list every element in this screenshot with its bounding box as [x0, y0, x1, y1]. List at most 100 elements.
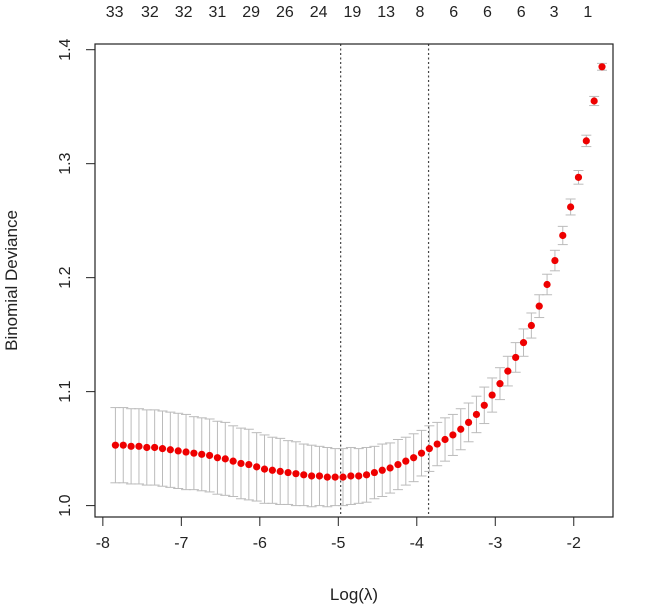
reference-lines: [340, 44, 430, 517]
data-point: [135, 442, 143, 450]
data-point: [276, 467, 284, 476]
x-axis: -8 -7 -6 -5 -4 -3 -2: [96, 517, 581, 552]
data-point: [433, 440, 441, 448]
x-tick-label: -5: [331, 535, 345, 552]
y-tick-label: 1.4: [57, 38, 74, 60]
data-point: [205, 451, 214, 460]
x-axis-label: Log(λ): [330, 585, 378, 604]
y-tick-label: 1.1: [57, 380, 74, 402]
top-count-label: 32: [141, 4, 159, 21]
x-tick-label: -3: [488, 535, 502, 552]
top-count-label: 19: [344, 4, 362, 21]
y-tick-label: 1.2: [57, 266, 74, 288]
top-count-label: 3: [550, 4, 559, 21]
data-point: [213, 454, 222, 462]
data-point: [464, 418, 473, 426]
data-point: [119, 441, 127, 449]
data-point: [158, 445, 167, 453]
y-tick-label: 1.0: [57, 494, 74, 516]
top-axis-counts: 33 32 32 31 29 26 24 19 13 8 6 6 6 3 1: [106, 4, 593, 21]
data-point: [567, 203, 575, 211]
data-point: [300, 471, 308, 479]
top-count-label: 32: [175, 4, 193, 21]
top-count-label: 31: [209, 4, 227, 21]
x-tick-label: -2: [567, 535, 581, 552]
data-point: [245, 460, 253, 469]
top-count-label: 8: [415, 4, 424, 21]
data-point: [268, 466, 276, 474]
data-point: [457, 425, 465, 433]
data-point: [496, 380, 504, 388]
data-point: [151, 443, 159, 452]
data-point: [519, 339, 528, 347]
data-point: [221, 455, 229, 463]
data-point: [111, 441, 120, 449]
top-count-label: 6: [449, 4, 458, 21]
data-point: [394, 460, 402, 469]
data-point: [323, 473, 331, 481]
data-point: [480, 401, 488, 409]
data-point: [174, 447, 182, 455]
data-point: [410, 454, 418, 462]
x-tick-label: -8: [96, 535, 110, 552]
data-point: [488, 391, 496, 399]
data-point: [339, 473, 347, 481]
data-point: [284, 468, 292, 477]
data-point: [127, 442, 135, 450]
data-point: [386, 464, 394, 472]
y-axis-label: Binomial Deviance: [2, 210, 21, 351]
top-count-label: 1: [583, 4, 592, 21]
x-tick-label: -7: [174, 535, 188, 552]
x-tick-label: -4: [410, 535, 424, 552]
top-count-label: 26: [276, 4, 294, 21]
data-point: [527, 321, 535, 330]
top-count-label: 13: [377, 4, 395, 21]
y-axis: 1.0 1.1 1.2 1.3 1.4: [57, 38, 95, 517]
data-point: [504, 367, 512, 375]
data-point: [143, 443, 151, 452]
data-point: [425, 445, 433, 453]
y-tick-label: 1.3: [57, 152, 74, 174]
data-point: [598, 63, 606, 71]
data-point: [229, 457, 237, 465]
error-bars: [110, 62, 608, 508]
data-point: [449, 431, 457, 439]
data-point: [331, 473, 339, 481]
data-point: [512, 353, 520, 362]
data-point: [308, 472, 316, 480]
data-point: [543, 280, 551, 289]
x-tick-label: -6: [253, 535, 267, 552]
data-point: [253, 463, 261, 471]
data-point: [182, 448, 190, 456]
data-point: [370, 468, 379, 477]
data-points: [111, 63, 606, 481]
top-count-label: 6: [483, 4, 492, 21]
data-point: [417, 449, 426, 457]
plot-frame: [94, 43, 614, 518]
data-point: [355, 472, 363, 480]
top-count-label: 33: [106, 4, 124, 21]
data-point: [166, 446, 174, 454]
data-point: [551, 256, 559, 265]
data-point: [237, 459, 245, 468]
data-point: [362, 471, 371, 479]
data-point: [535, 302, 543, 310]
data-point: [574, 173, 583, 181]
data-point: [378, 466, 386, 474]
data-point: [260, 465, 269, 473]
data-point: [315, 472, 324, 480]
data-point: [582, 137, 590, 145]
top-count-label: 24: [310, 4, 328, 21]
data-point: [198, 450, 206, 458]
data-point: [292, 470, 300, 478]
data-point: [190, 449, 198, 457]
data-point: [402, 457, 410, 465]
data-point: [347, 472, 355, 480]
data-point: [441, 435, 449, 444]
top-count-label: 6: [517, 4, 526, 21]
top-count-label: 29: [242, 4, 260, 21]
data-point: [559, 231, 567, 240]
data-point: [472, 410, 481, 419]
data-point: [590, 97, 598, 105]
